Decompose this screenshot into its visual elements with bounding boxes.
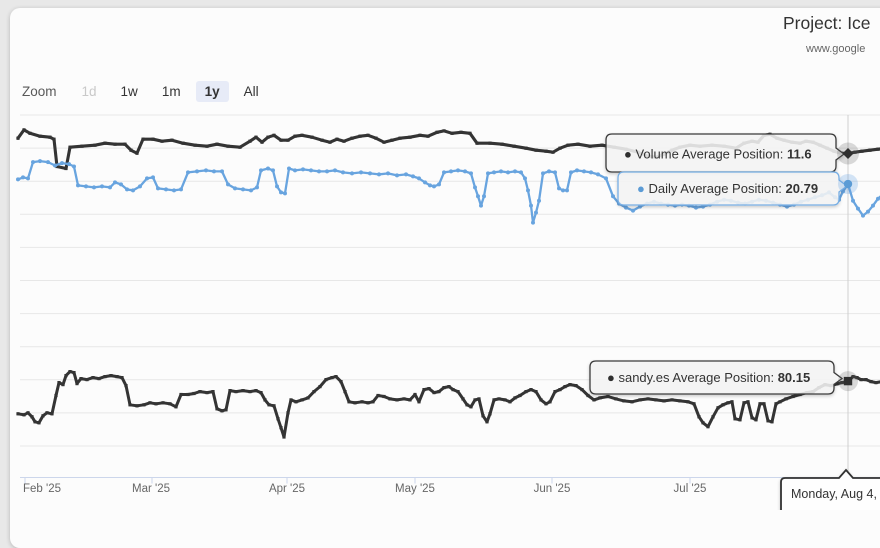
range-button-1w[interactable]: 1w (120, 84, 138, 99)
daily-tooltip: ● Daily Average Position: 20.79 (637, 181, 818, 196)
daily-tooltip-value: 20.79 (786, 181, 819, 196)
volume-tooltip-value: 11.6 (787, 147, 812, 162)
range-selector: Zoom 1d 1w 1m 1y All (22, 81, 274, 102)
x-axis (20, 477, 880, 484)
date-tooltip: Monday, Aug 4, 0 (791, 487, 880, 501)
daily-tooltip-label: Daily Average Position: (648, 181, 785, 196)
svg-text:● Volume Average Position: 11.: ● Volume Average Position: 11.6 (624, 147, 812, 162)
range-button-1d[interactable]: 1d (81, 84, 97, 99)
sandy-tooltip-label: sandy.es Average Position: (618, 370, 777, 385)
sandy-tooltip-value: 80.15 (778, 370, 811, 385)
chart-subtitle: www.google (806, 43, 866, 55)
x-axis-label: Apr '25 (269, 483, 305, 495)
range-button-1y[interactable]: 1y (195, 81, 229, 102)
zoom-label: Zoom (22, 84, 57, 99)
volume-tooltip: ● Volume Average Position: 11.6 (624, 147, 812, 162)
range-button-1m[interactable]: 1m (161, 84, 181, 99)
x-axis-label: Jun '25 (534, 483, 571, 495)
sandy-tooltip: ● sandy.es Average Position: 80.15 (607, 370, 810, 385)
volume-tooltip-label: Volume Average Position: (635, 147, 787, 162)
tooltip-boxes (589, 133, 880, 510)
x-axis-label: Jul '25 (674, 483, 707, 495)
volume-bullet-icon: ● (624, 147, 635, 162)
svg-text:● sandy.es Average Position: 8: ● sandy.es Average Position: 80.15 (607, 370, 810, 385)
sandy-bullet-icon: ● (607, 370, 618, 385)
range-button-all[interactable]: All (243, 84, 259, 99)
date-tooltip-text: Monday, Aug 4, 0 (791, 487, 880, 501)
chart-card (10, 8, 880, 548)
daily-bullet-icon: ● (637, 181, 648, 196)
gridlines (20, 114, 880, 447)
hover-markers (837, 142, 859, 392)
svg-text:● Daily Average Position: 20.7: ● Daily Average Position: 20.79 (637, 181, 818, 196)
x-axis-label: May '25 (395, 483, 435, 495)
x-axis-labels: Feb '25 Mar '25 Apr '25 May '25 Jun '25 … (23, 483, 706, 495)
chart-surface[interactable]: Feb '25 Mar '25 Apr '25 May '25 Jun '25 … (0, 0, 880, 510)
x-axis-label: Mar '25 (132, 483, 170, 495)
x-axis-label: Feb '25 (23, 483, 61, 495)
chart-title: Project: Ice (783, 13, 871, 33)
